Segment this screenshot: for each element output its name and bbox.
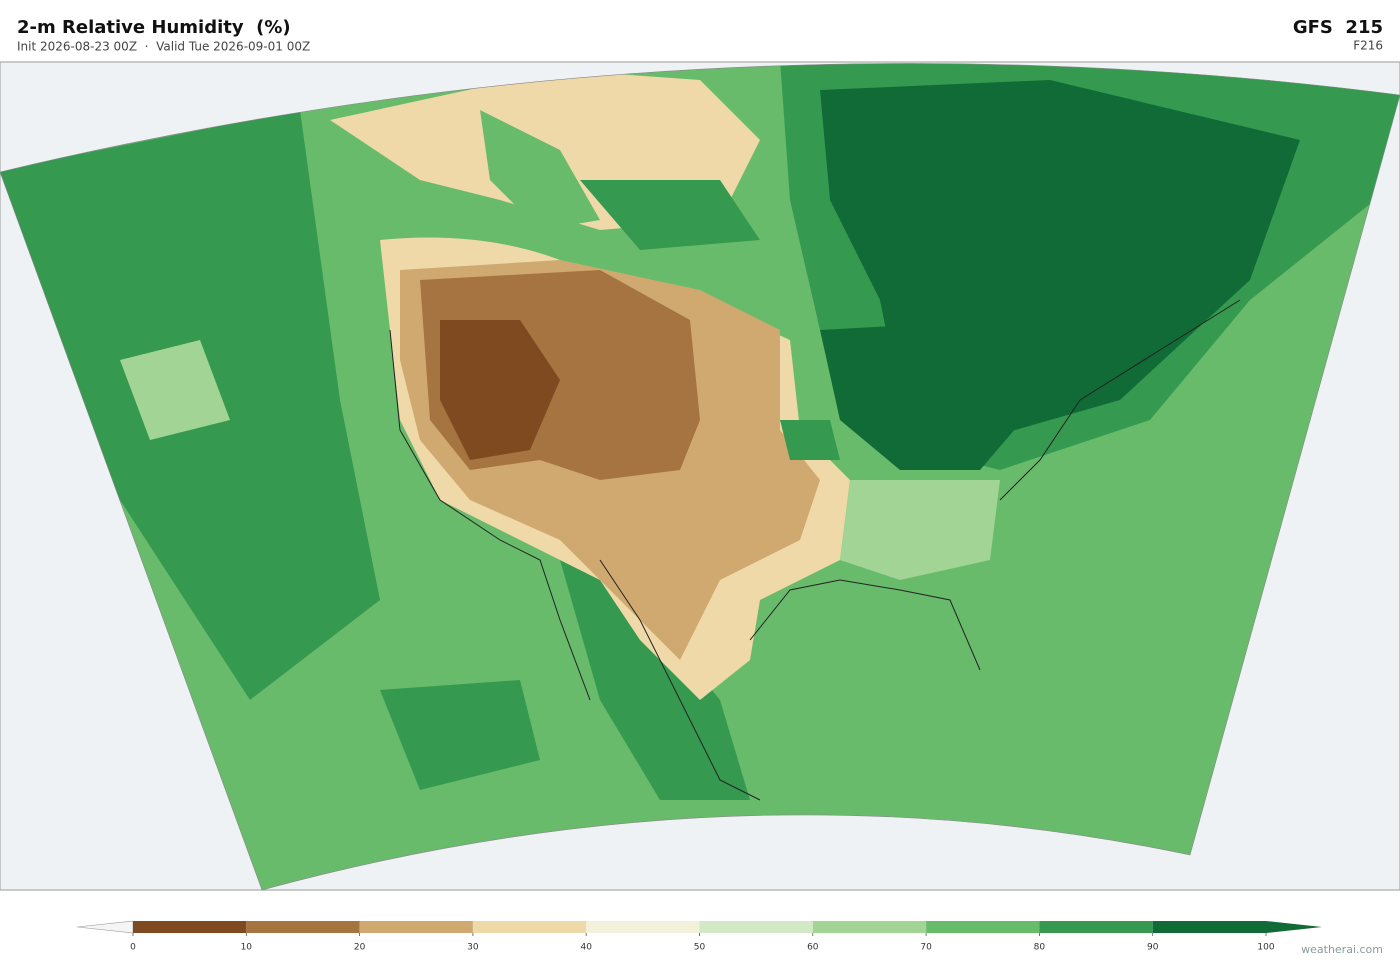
colorbar-tick-label: 40 <box>580 943 592 953</box>
humidity-field <box>0 63 1400 891</box>
colorbar-segment <box>133 921 247 933</box>
colorbar-segment <box>699 921 813 933</box>
colorbar-segment <box>926 921 1040 933</box>
title: 2-m Relative Humidity (%) <box>17 17 291 38</box>
colorbar-tick-label: 30 <box>467 943 479 953</box>
colorbar-segment <box>586 921 700 933</box>
forecast-hour: F216 <box>1353 39 1383 53</box>
colorbar-tick-label: 0 <box>130 943 136 953</box>
colorbar-segment <box>472 921 587 933</box>
domain-edge <box>0 63 1400 891</box>
colorbar-tick-label: 90 <box>1147 943 1159 953</box>
colorbar-extend-high <box>1266 921 1322 933</box>
colorbar: 0 10 20 30 40 50 60 70 80 90 100 <box>76 920 1322 953</box>
coastline <box>389 299 1241 801</box>
colorbar-tick-label: 60 <box>807 943 819 953</box>
colorbar-tick-label: 10 <box>241 943 253 953</box>
colorbar-segment <box>1152 921 1266 933</box>
credit: weatherai.com <box>1301 943 1383 956</box>
colorbar-tick-label: 20 <box>354 943 366 953</box>
subtitle: Init 2026-08-23 00Z · Valid Tue 2026-09-… <box>17 40 310 54</box>
colorbar-extend-low <box>76 920 134 934</box>
colorbar-tick-label: 70 <box>920 943 932 953</box>
colorbar-tick-label: 80 <box>1034 943 1046 953</box>
colorbar-segment <box>246 921 360 933</box>
colorbar-segment <box>812 921 927 933</box>
colorbar-tick-label: 50 <box>694 943 706 953</box>
colorbar-segment <box>359 921 473 933</box>
colorbar-tick-label: 100 <box>1257 943 1274 953</box>
colorbar-segment <box>1039 921 1153 933</box>
model: GFS 215 <box>1293 17 1383 38</box>
